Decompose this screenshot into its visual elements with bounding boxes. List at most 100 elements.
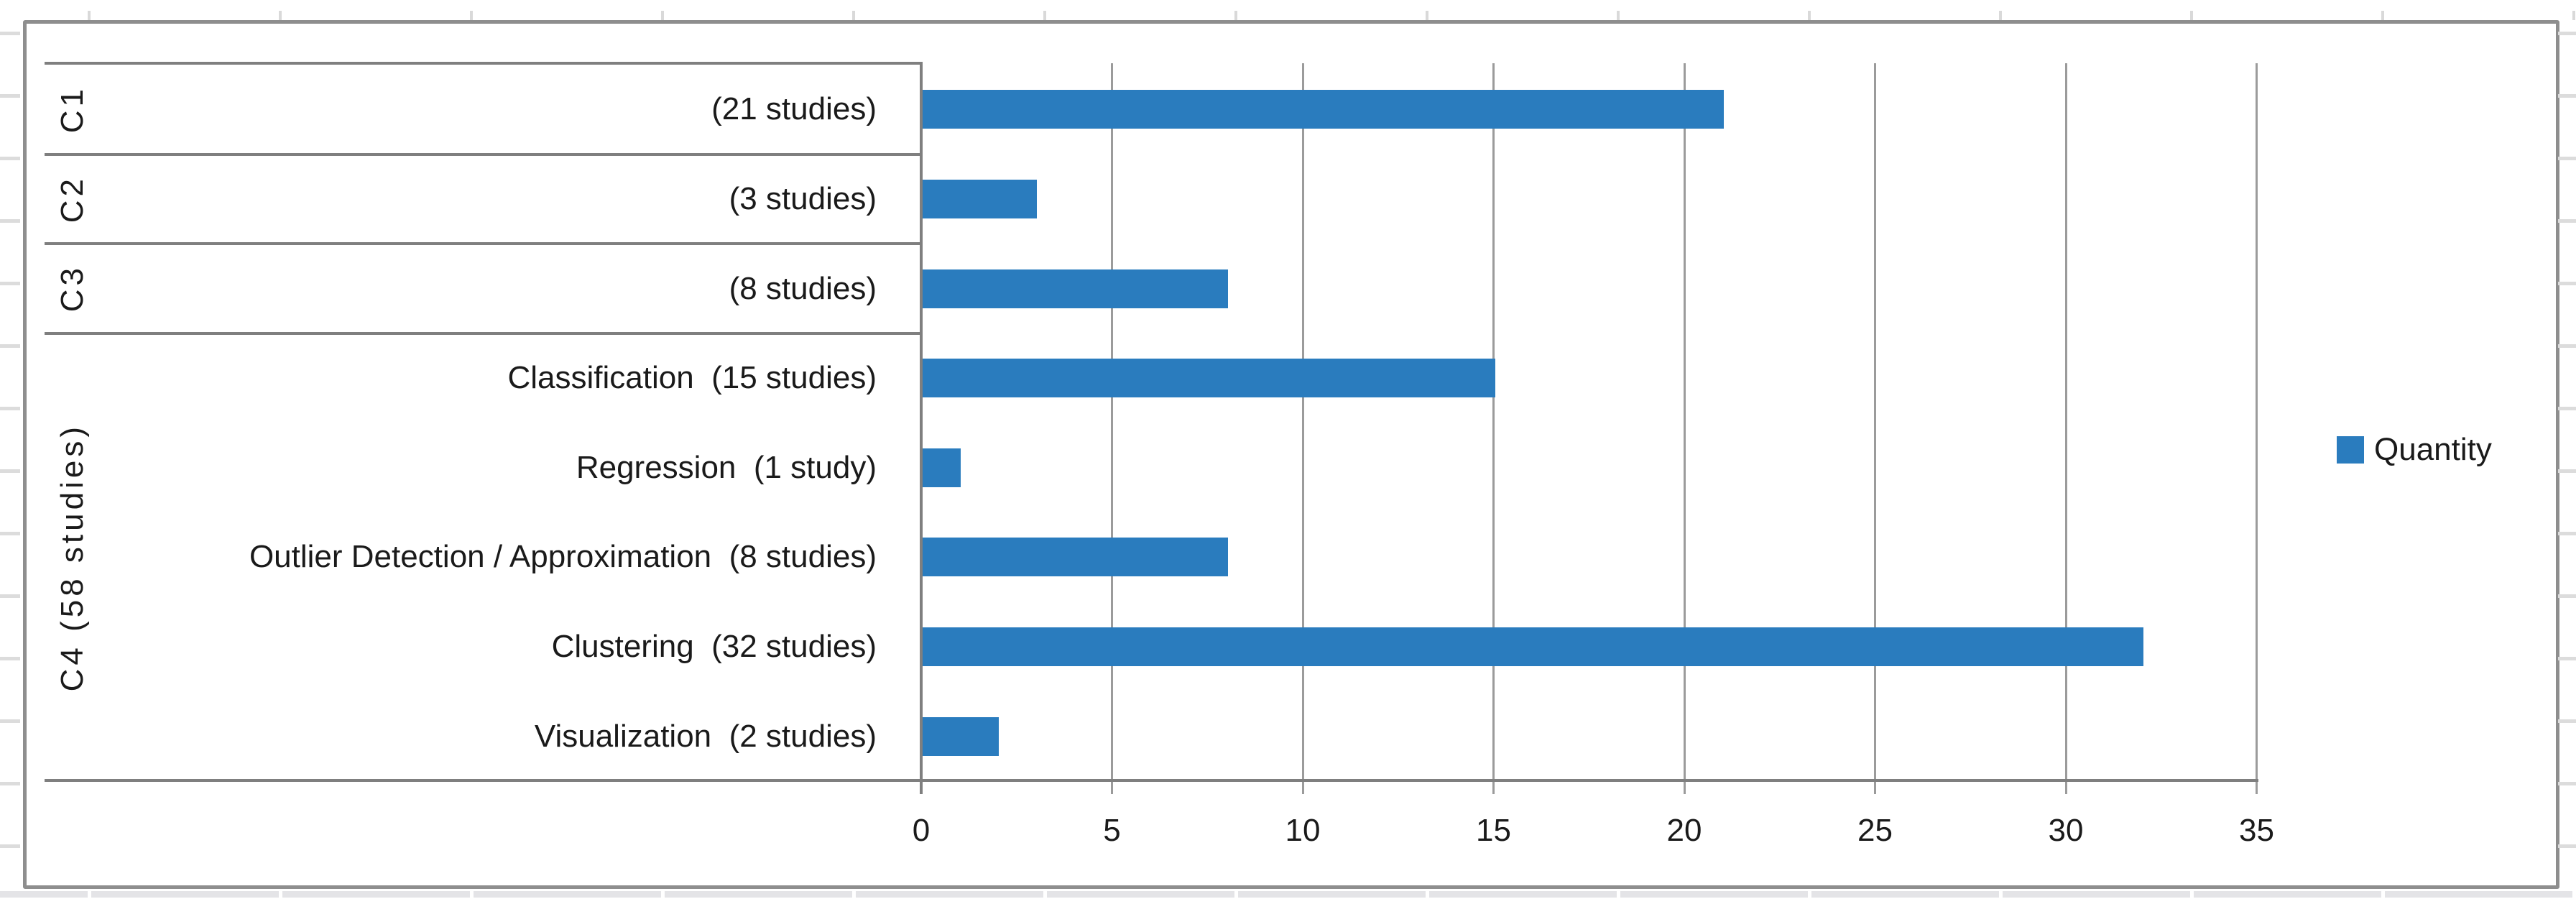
group-label-box: C3 [49,244,96,333]
legend-swatch[interactable] [2337,436,2364,464]
category-label: Regression (1 study) [576,449,877,485]
spreadsheet-row-band-gap [2190,891,2194,898]
legend-label: Quantity [2374,432,2492,467]
category-label: (3 studies) [729,180,877,216]
bar-7[interactable] [923,627,2144,666]
x-axis-tick-label: 5 [1103,813,1121,848]
spreadsheet-row-band-gap [1043,891,1047,898]
category-label: Visualization (2 studies) [534,718,877,754]
x-axis-tick-label: 20 [1666,813,1702,848]
bar-5[interactable] [923,448,961,487]
category-label: Classification (15 studies) [507,360,877,396]
group-label-box: C1 [49,65,96,155]
spreadsheet-row-band-gap [852,891,856,898]
spreadsheet-column-gridline [1617,11,1620,20]
spreadsheet-row-gridline [2558,782,2576,785]
spreadsheet-row-gridline [0,594,20,598]
chart-area[interactable] [23,20,2559,889]
spreadsheet-row-band-gap [279,891,282,898]
group-label: C3 [55,264,90,313]
x-axis-tick-label: 10 [1285,813,1321,848]
spreadsheet-column-gridline [1426,11,1428,20]
spreadsheet-column-gridline [470,11,473,20]
spreadsheet-row-gridline [2558,719,2576,723]
spreadsheet-row-gridline [2558,594,2576,598]
spreadsheet-row-band [0,891,2576,898]
spreadsheet-row-band-gap [1808,891,1811,898]
spreadsheet-row-gridline [0,469,20,473]
value-gridline [1111,63,1113,794]
spreadsheet-row-band-gap [470,891,474,898]
bar-8[interactable] [923,716,1000,756]
value-gridline [1492,63,1495,794]
bar-6[interactable] [923,538,1228,577]
spreadsheet-row-gridline [2558,532,2576,535]
x-axis-tick-label: 15 [1476,813,1511,848]
spreadsheet-row-gridline [2558,32,2576,35]
category-label: Clustering (32 studies) [551,628,877,664]
spreadsheet-column-gridline [661,11,664,20]
spreadsheet-column-gridline [852,11,855,20]
spreadsheet-row-gridline [2558,844,2576,848]
value-gridline [2256,63,2258,794]
spreadsheet-column-gridline [279,11,282,20]
value-gridline [2064,63,2067,794]
x-axis-tick-label: 30 [2048,813,2084,848]
value-gridline [1301,63,1304,794]
spreadsheet-row-gridline [2558,407,2576,410]
spreadsheet-row-gridline [2558,157,2576,160]
spreadsheet-row-gridline [2558,344,2576,348]
spreadsheet-row-band-gap [2572,891,2576,898]
spreadsheet-row-band-gap [1617,891,1620,898]
spreadsheet-column-gridline [1043,11,1046,20]
category-group-separator [45,331,923,335]
spreadsheet-row-band-gap [2381,891,2385,898]
spreadsheet-column-gridline [1999,11,2002,20]
spreadsheet-column-gridline [2381,11,2384,20]
bar-1[interactable] [923,90,1725,129]
spreadsheet-row-band-gap [1426,891,1429,898]
bar-3[interactable] [923,269,1228,308]
spreadsheet-row-gridline [0,407,20,410]
group-label: C4 (58 studies) [55,423,90,691]
group-label: C2 [55,175,90,223]
category-axis-line [920,62,923,794]
spreadsheet-row-gridline [0,657,20,660]
spreadsheet-column-gridline [1234,11,1237,20]
spreadsheet-row-gridline [0,532,20,535]
spreadsheet-row-gridline [0,719,20,723]
x-axis-tick-label: 25 [1857,813,1893,848]
bar-4[interactable] [923,359,1495,398]
spreadsheet-row-gridline [0,282,20,285]
spreadsheet-column-gridline [2572,11,2575,20]
value-gridline [1683,63,1686,794]
legend[interactable]: Quantity [2337,428,2492,471]
spreadsheet-row-gridline [0,32,20,35]
spreadsheet-row-band-gap [661,891,665,898]
category-pane-top-border [45,62,923,65]
spreadsheet-row-gridline [0,157,20,160]
category-label: (8 studies) [729,270,877,306]
group-label-box: C4 (58 studies) [49,333,96,781]
spreadsheet-row-gridline [2558,657,2576,660]
x-axis-tick-label: 0 [912,813,931,848]
spreadsheet-row-gridline [0,344,20,348]
category-group-separator [45,242,923,246]
spreadsheet-column-gridline [88,11,91,20]
bar-2[interactable] [923,179,1038,218]
spreadsheet-row-gridline [2558,469,2576,473]
spreadsheet-column-gridline [1808,11,1811,20]
spreadsheet-row-gridline [0,219,20,223]
spreadsheet-row-gridline [2558,94,2576,98]
group-label-box: C2 [49,155,96,244]
group-label: C1 [55,86,90,134]
spreadsheet-row-gridline [0,94,20,98]
spreadsheet-row-gridline [0,782,20,785]
spreadsheet-row-gridline [2558,219,2576,223]
spreadsheet-row-band-gap [1234,891,1238,898]
value-gridline [1874,63,1876,794]
spreadsheet-row-band-gap [1999,891,2003,898]
spreadsheet-column-gridline [2190,11,2193,20]
